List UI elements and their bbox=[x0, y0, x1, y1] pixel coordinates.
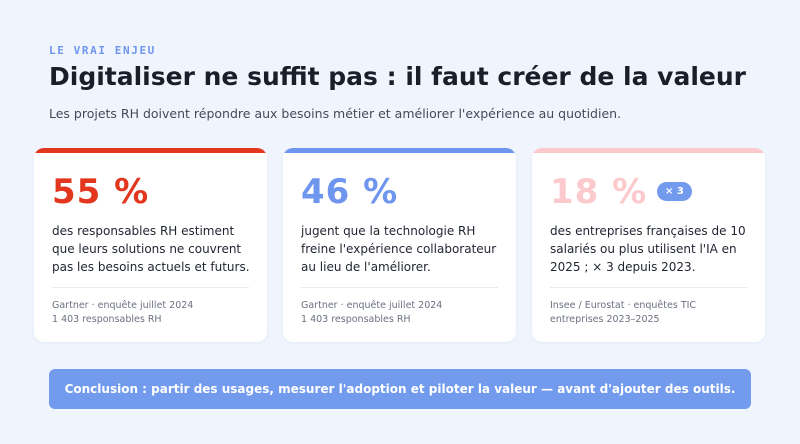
stat-source: Insee / Eurostat · enquêtes TIC entrepri… bbox=[550, 299, 755, 327]
stat-description: jugent que la technologie RH freine l'ex… bbox=[301, 224, 497, 274]
stat-card-ai-adoption: 18 % × 3 des entreprises françaises de 1… bbox=[532, 148, 765, 342]
card-accent-bar bbox=[283, 148, 516, 153]
source-line: 1 403 responsables RH bbox=[52, 314, 162, 325]
conclusion-text: Conclusion : partir des usages, mesurer … bbox=[64, 382, 736, 396]
eyebrow-label: LE VRAI ENJEU bbox=[49, 44, 156, 57]
stat-description: des entreprises françaises de 10 salarié… bbox=[550, 224, 746, 274]
stat-value: 18 % bbox=[550, 172, 648, 212]
page-title: Digitaliser ne suffit pas : il faut crée… bbox=[49, 62, 746, 91]
source-line: Gartner · enquête juillet 2024 bbox=[301, 300, 443, 311]
card-divider bbox=[52, 287, 249, 288]
source-line: entreprises 2023–2025 bbox=[550, 314, 660, 325]
source-line: Insee / Eurostat · enquêtes TIC bbox=[550, 300, 697, 311]
card-divider bbox=[550, 287, 747, 288]
conclusion-banner: Conclusion : partir des usages, mesurer … bbox=[49, 369, 751, 409]
card-accent-bar bbox=[34, 148, 267, 153]
card-accent-bar bbox=[532, 148, 765, 153]
stat-card-hr-coverage: 55 % des responsables RH estiment que le… bbox=[34, 148, 267, 342]
source-line: Gartner · enquête juillet 2024 bbox=[52, 300, 194, 311]
stat-source: Gartner · enquête juillet 2024 1 403 res… bbox=[301, 299, 506, 327]
stat-source: Gartner · enquête juillet 2024 1 403 res… bbox=[52, 299, 257, 327]
stat-value: 55 % bbox=[52, 172, 150, 212]
stat-description: des responsables RH estiment que leurs s… bbox=[52, 224, 250, 274]
page-subtitle: Les projets RH doivent répondre aux beso… bbox=[49, 106, 622, 121]
growth-badge: × 3 bbox=[657, 182, 692, 201]
stat-value: 46 % bbox=[301, 172, 399, 212]
card-divider bbox=[301, 287, 498, 288]
source-line: 1 403 responsables RH bbox=[301, 314, 411, 325]
stat-card-employee-experience: 46 % jugent que la technologie RH freine… bbox=[283, 148, 516, 342]
